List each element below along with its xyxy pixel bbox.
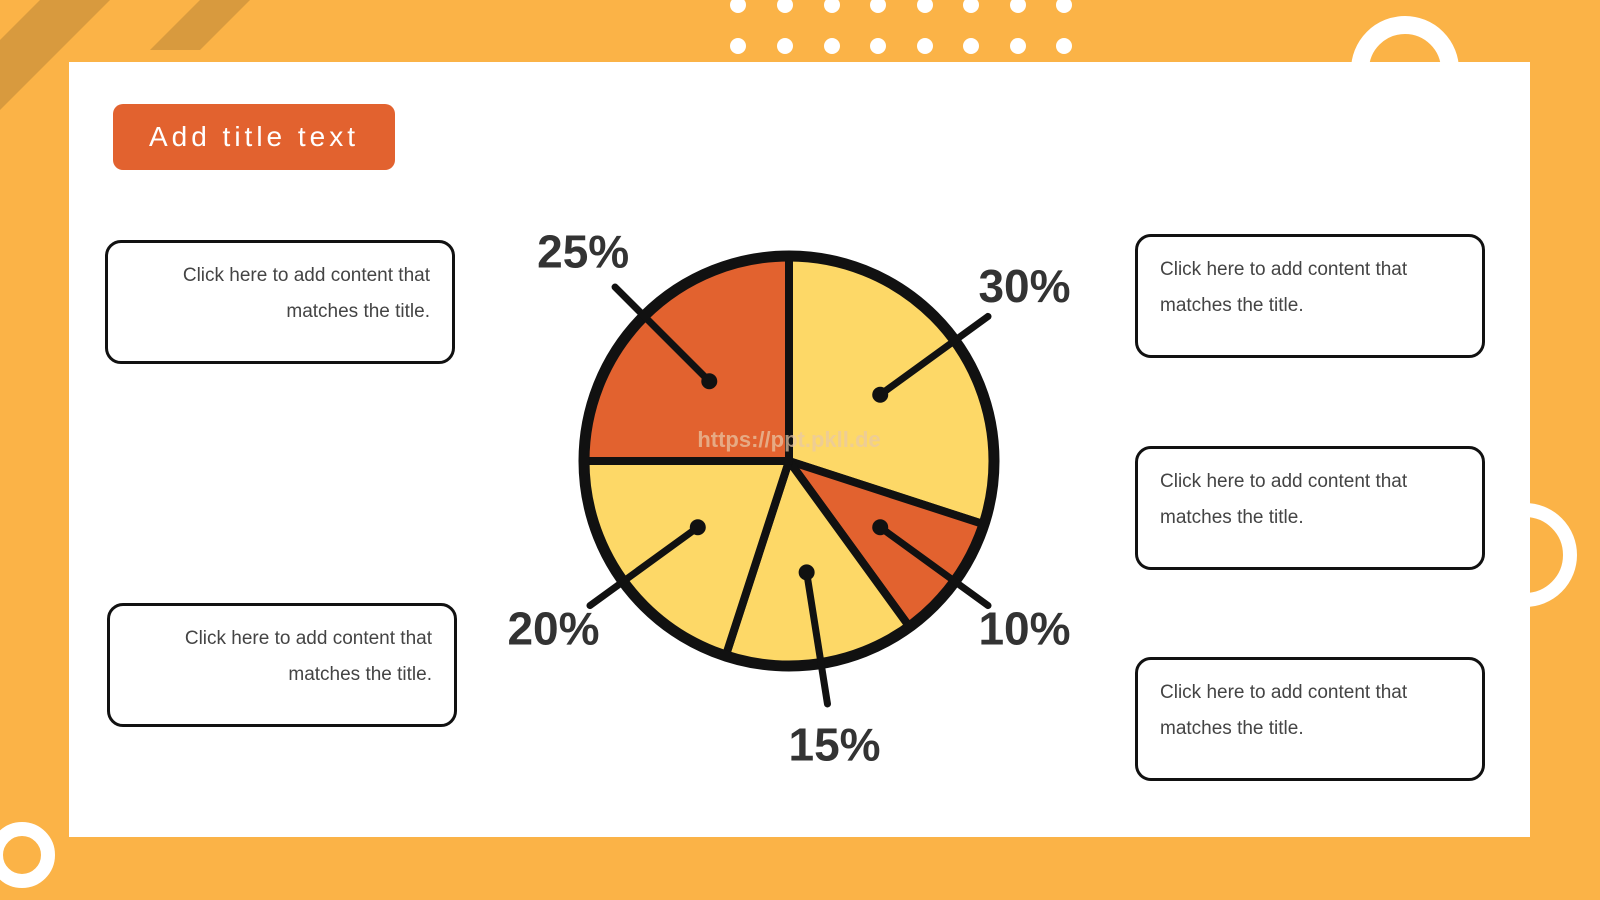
pie-outline (578, 250, 1000, 672)
value-label: 15% (788, 719, 880, 771)
leader-line (876, 312, 992, 399)
value-label: 30% (978, 260, 1070, 312)
leader-dot (872, 519, 889, 536)
text-box[interactable]: Click here to add content that matches t… (1135, 234, 1485, 358)
leader-dot (689, 519, 706, 536)
value-label: 25% (537, 225, 629, 277)
leader-dot (798, 564, 815, 581)
dots (730, 0, 1072, 54)
stripe (0, 0, 110, 110)
text-box[interactable]: Click here to add content that matches t… (1135, 657, 1485, 781)
value-label: 10% (978, 602, 1070, 654)
ring (0, 822, 55, 888)
leader-line (586, 523, 702, 610)
text-box[interactable]: Click here to add content that matches t… (1135, 446, 1485, 570)
stripe (150, 0, 250, 50)
text-box[interactable]: Click here to add content that matches t… (107, 603, 457, 727)
leader-dot (872, 386, 889, 403)
leader-line (876, 523, 992, 610)
leader-line (803, 568, 831, 708)
watermark: https://ppt.pkll.de (697, 427, 880, 452)
leader-dot (701, 373, 718, 390)
value-label: 20% (507, 602, 599, 654)
title: Add title text (113, 104, 395, 170)
text-box[interactable]: Click here to add content that matches t… (105, 240, 455, 364)
leader-line (611, 283, 713, 385)
